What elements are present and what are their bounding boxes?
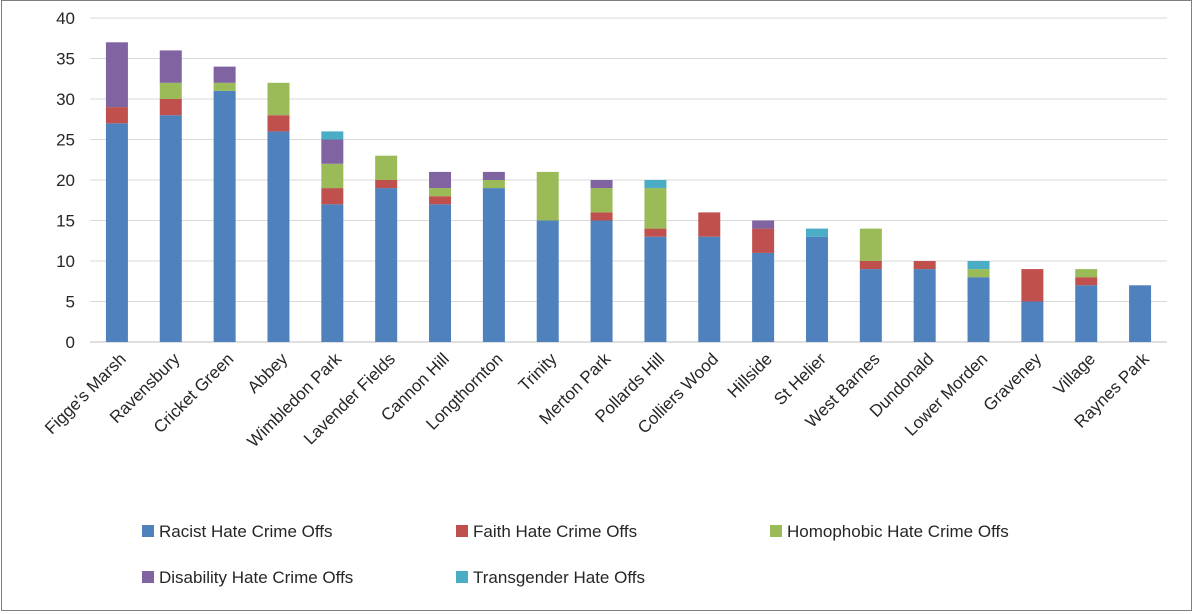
bar-segment [698, 212, 721, 237]
bar-segment [1075, 285, 1098, 342]
bar-segment [429, 171, 452, 189]
legend-swatch [456, 525, 468, 537]
legend-label: Disability Hate Crime Offs [159, 568, 353, 587]
bar-segment [1075, 277, 1098, 286]
bar-segment [213, 90, 236, 343]
x-tick-label: Graveney [980, 349, 1046, 415]
y-tick-label: 35 [56, 50, 75, 69]
bar-segment [967, 269, 990, 278]
bar-segment [375, 188, 398, 342]
bar-segment [105, 42, 128, 108]
y-tick-label: 30 [56, 90, 75, 109]
x-tick-label: Hillside [724, 349, 776, 401]
bar-segment [105, 123, 128, 342]
bar-segment [590, 220, 613, 342]
bar-segment [321, 204, 344, 342]
bar-segment [482, 171, 505, 180]
bar-segment [590, 212, 613, 221]
bar-segment [913, 261, 936, 270]
bar-segment [644, 236, 667, 342]
bar-segment [159, 115, 182, 342]
bar-segment [644, 188, 667, 229]
bar-segment [859, 228, 882, 261]
legend: Racist Hate Crime Offs Faith Hate Crime O… [142, 522, 1009, 587]
legend-swatch [770, 525, 782, 537]
y-tick-label: 25 [56, 131, 75, 150]
x-tick-label: Lavender Fields [300, 349, 399, 448]
bars [105, 42, 1152, 343]
legend-label: Racist Hate Crime Offs [159, 522, 333, 541]
bar-segment [1075, 269, 1098, 278]
bar-segment [805, 236, 828, 342]
bar-segment [967, 277, 990, 342]
bar-segment [536, 171, 559, 221]
x-tick-label: Abbey [244, 349, 292, 397]
bar-segment [159, 99, 182, 116]
bar-segment [321, 188, 344, 205]
bar-segment [805, 228, 828, 237]
bar-segment [913, 269, 936, 342]
bar-segment [698, 236, 721, 342]
y-tick-label: 10 [56, 252, 75, 271]
bar-segment [590, 180, 613, 189]
bar-segment [752, 252, 775, 342]
legend-swatch [142, 571, 154, 583]
y-tick-label: 0 [66, 333, 75, 352]
x-tick-label: Village [1050, 349, 1099, 398]
bar-segment [105, 107, 128, 124]
legend-label: Faith Hate Crime Offs [473, 522, 637, 541]
bar-segment [752, 228, 775, 253]
bar-segment [967, 261, 990, 270]
bar-segment [1021, 301, 1044, 342]
x-tick-label: Trinity [515, 349, 561, 395]
bar-segment [644, 180, 667, 189]
legend-label: Transgender Hate Offs [473, 568, 645, 587]
bar-segment [321, 131, 344, 140]
bar-segment [213, 82, 236, 91]
bar-segment [159, 50, 182, 83]
y-tick-label: 5 [66, 293, 75, 312]
bar-segment [321, 163, 344, 189]
bar-segment [321, 139, 344, 164]
bar-segment [375, 180, 398, 189]
bar-segment [213, 66, 236, 83]
bar-segment [590, 188, 613, 213]
y-axis-ticks: 0 5 10 15 20 25 30 35 40 [56, 9, 75, 352]
bar-segment [429, 204, 452, 342]
bar-segment [1129, 285, 1152, 342]
bar-segment [859, 269, 882, 342]
bar-segment [429, 188, 452, 197]
bar-segment [375, 155, 398, 180]
bar-segment [752, 220, 775, 229]
bar-segment [429, 196, 452, 205]
bar-segment [267, 131, 290, 342]
bar-segment [859, 261, 882, 270]
bar-segment [644, 228, 667, 237]
bar-segment [267, 115, 290, 132]
x-tick-label: Wimbledon Park [244, 349, 346, 451]
bar-segment [482, 188, 505, 342]
legend-swatch [456, 571, 468, 583]
bar-segment [536, 220, 559, 342]
gridlines [90, 17, 1167, 343]
bar-segment [267, 82, 290, 116]
y-tick-label: 40 [56, 9, 75, 28]
y-tick-label: 20 [56, 171, 75, 190]
bar-segment [159, 82, 182, 99]
legend-label: Homophobic Hate Crime Offs [787, 522, 1009, 541]
y-tick-label: 15 [56, 212, 75, 231]
bar-segment [482, 180, 505, 189]
legend-swatch [142, 525, 154, 537]
bar-segment [1021, 269, 1044, 302]
